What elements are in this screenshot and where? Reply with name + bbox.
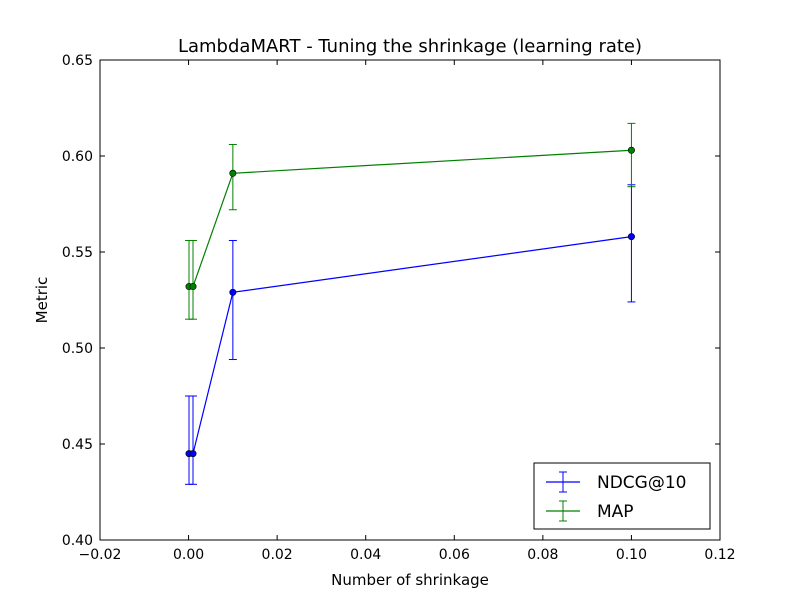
y-tick-label: 0.45 [62, 437, 93, 453]
x-axis: −0.02 0.00 0.02 0.04 0.06 0.08 0.10 0.12 [79, 60, 736, 563]
x-tick-label: 0.06 [439, 547, 470, 563]
x-tick-label: 0.12 [704, 547, 735, 563]
y-axis: 0.40 0.45 0.50 0.55 0.60 0.65 [62, 53, 720, 549]
chart-title: LambdaMART - Tuning the shrinkage (learn… [178, 36, 642, 57]
x-tick-label: 0.08 [527, 547, 558, 563]
x-axis-label: Number of shrinkage [331, 571, 489, 589]
series-ndcg-10 [185, 184, 636, 485]
data-point [627, 146, 635, 154]
x-tick-label: 0.10 [616, 547, 647, 563]
x-tick-label: 0.00 [173, 547, 204, 563]
series-map [185, 122, 636, 320]
x-tick-label: −0.02 [79, 547, 122, 563]
x-tick-label: 0.04 [350, 547, 381, 563]
y-tick-label: 0.60 [62, 149, 93, 165]
data-point [189, 283, 197, 291]
data-point [229, 169, 237, 177]
data-point [229, 288, 237, 296]
y-tick-label: 0.55 [62, 245, 93, 261]
y-axis-label: Metric [33, 277, 51, 324]
plot-frame [99, 59, 721, 541]
legend-label: MAP [597, 502, 634, 522]
series-layer [185, 122, 636, 485]
legend: NDCG@10 MAP [533, 462, 711, 530]
plot-area [99, 59, 721, 541]
y-tick-label: 0.65 [62, 53, 93, 69]
x-tick-label: 0.02 [262, 547, 293, 563]
data-point [627, 233, 635, 241]
legend-label: NDCG@10 [597, 473, 686, 493]
y-tick-label: 0.50 [62, 341, 93, 357]
data-point [189, 450, 197, 458]
y-tick-label: 0.40 [62, 533, 93, 549]
